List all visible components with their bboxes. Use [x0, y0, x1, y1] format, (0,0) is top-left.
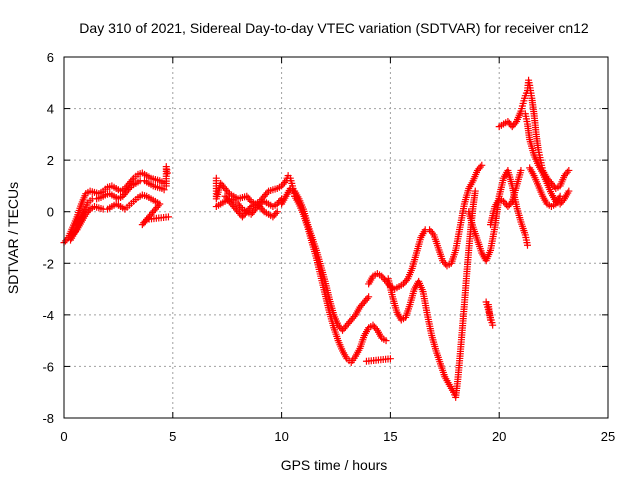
y-tick-label: -6 — [42, 359, 54, 374]
data-point — [517, 166, 525, 174]
data-point — [511, 119, 519, 127]
data-point — [63, 235, 71, 243]
data-point — [365, 293, 373, 301]
axis-ticks: 0 5 10 15 20 25 -8 -6 -4 -2 0 2 4 6 — [42, 50, 615, 444]
x-tick-label: 10 — [274, 429, 288, 444]
x-tick-label: 0 — [60, 429, 67, 444]
data-point — [272, 209, 280, 217]
data-point — [126, 184, 134, 192]
data-point — [428, 229, 436, 237]
y-tick-label: 0 — [47, 205, 54, 220]
data-point — [281, 178, 289, 186]
data-point — [85, 207, 93, 215]
plot-frame — [63, 56, 609, 419]
data-point — [224, 188, 232, 196]
y-tick-label: -2 — [42, 256, 54, 271]
data-point — [476, 163, 484, 171]
x-tick-label: 25 — [601, 429, 615, 444]
y-tick-label: 2 — [47, 153, 54, 168]
data-point — [350, 313, 358, 321]
data-point — [72, 227, 80, 235]
data-point — [164, 213, 172, 221]
data-point — [563, 168, 571, 176]
data-point — [273, 208, 281, 216]
y-tick-label: -8 — [42, 411, 54, 426]
data-point — [484, 301, 492, 309]
data-point — [489, 321, 497, 329]
data-point — [565, 166, 573, 174]
data-point — [565, 187, 573, 195]
data-point — [246, 204, 254, 212]
data-point — [478, 161, 486, 169]
x-tick-label: 20 — [492, 429, 506, 444]
x-tick-label: 15 — [383, 429, 397, 444]
y-axis-label: SDTVAR / TECUs — [5, 182, 21, 294]
data-point — [382, 337, 390, 345]
data-point — [263, 189, 271, 197]
data-point — [259, 206, 267, 214]
data-point — [128, 176, 136, 184]
chart-title: Day 310 of 2021, Sidereal Day-to-day VTE… — [79, 20, 589, 36]
data-point — [363, 295, 371, 303]
data-point — [160, 186, 168, 194]
data-point — [141, 217, 149, 225]
data-point — [237, 203, 245, 211]
data-point — [372, 325, 380, 333]
y-tick-label: -4 — [42, 308, 54, 323]
data-point — [163, 169, 171, 177]
y-tick-label: 4 — [47, 102, 54, 117]
data-point — [246, 196, 254, 204]
y-tick-label: 6 — [47, 50, 54, 65]
data-point — [471, 187, 479, 195]
data-points — [60, 76, 573, 401]
data-point — [556, 192, 564, 200]
data-point — [507, 199, 515, 207]
data-point — [386, 355, 394, 363]
x-tick-label: 5 — [169, 429, 176, 444]
x-axis-label: GPS time / hours — [281, 457, 388, 473]
data-point — [523, 241, 531, 249]
data-point — [402, 276, 410, 284]
